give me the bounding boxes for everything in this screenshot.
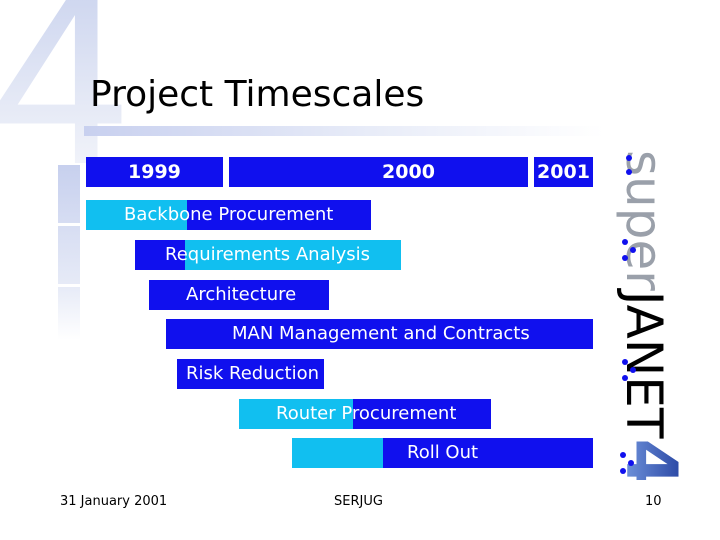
year-1999-label: 1999 [128, 161, 181, 183]
year-2000: 2000 [229, 157, 528, 187]
task-label-roll-out: Roll Out [407, 442, 479, 463]
year-2001: 2001 [534, 157, 593, 187]
task-bar-requirements-analysis: Requirements Analysis [135, 240, 401, 270]
task-bar-backbone-procurement: Backbone Procurement [86, 200, 371, 230]
task-bar-requirements-analysis-light [185, 240, 401, 270]
task-label-backbone-procurement: Backbone Procurement [124, 204, 334, 225]
logo-dots-middle-1 [622, 239, 636, 261]
footer-date: 31 January 2001 [60, 494, 168, 509]
task-bar-router-procurement: Router Procurement [239, 399, 491, 429]
task-label-man-management: MAN Management and Contracts [232, 323, 530, 344]
task-label-risk-reduction: Risk Reduction [186, 363, 320, 384]
decorative-strip-lines [58, 165, 80, 340]
task-bar-router-procurement-light [239, 399, 353, 429]
slide-title: Project Timescales [90, 74, 425, 115]
task-label-requirements-analysis: Requirements Analysis [165, 244, 371, 265]
task-bar-backbone-procurement-light [86, 200, 187, 230]
footer-page-number: 10 [645, 494, 662, 509]
task-bar-risk-reduction: Risk Reduction [177, 359, 324, 389]
task-label-architecture: Architecture [186, 284, 297, 305]
logo-dots-top [626, 155, 632, 175]
year-2001-label: 2001 [537, 161, 590, 183]
task-bar-roll-out-light [292, 438, 383, 468]
task-bar-roll-out: Roll Out [292, 438, 593, 468]
logo-text: superJANET4 [610, 150, 692, 480]
task-bar-architecture: Architecture [149, 280, 329, 310]
year-2000-label: 2000 [382, 161, 435, 183]
logo-text-super: super [615, 150, 673, 291]
logo-dots-bottom [620, 452, 634, 474]
title-underline [84, 126, 604, 136]
task-bar-man-management: MAN Management and Contracts [166, 319, 593, 349]
task-label-router-procurement: Router Procurement [276, 403, 457, 424]
logo-dots-middle-2 [622, 359, 636, 381]
superjanet4-logo: superJANET4 [610, 150, 692, 480]
footer-organization: SERJUG [334, 494, 383, 509]
year-1999: 1999 [86, 157, 223, 187]
